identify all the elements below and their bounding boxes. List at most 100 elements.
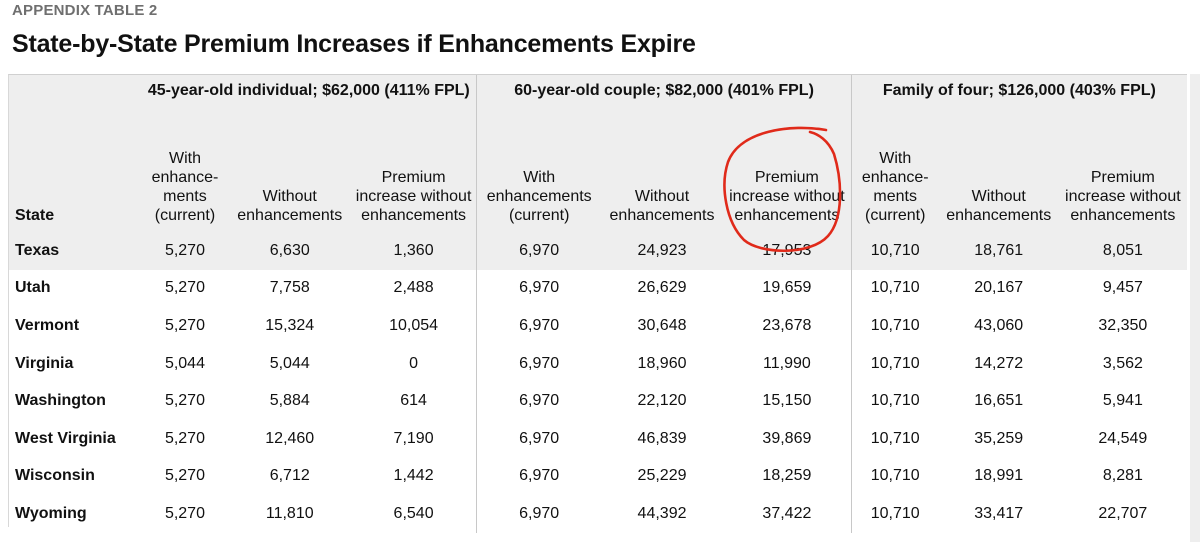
with-value-cell: 10,710: [850, 457, 939, 496]
group-header-couple: 60-year-old couple; $82,000 (401% FPL): [476, 75, 852, 137]
with-value-cell: 6,970: [476, 382, 601, 420]
state-cell: Wyoming: [9, 495, 142, 533]
table-body: Texas 5,270 6,630 1,360 6,970 24,923 17,953 10,…: [9, 232, 1187, 533]
without-value-cell: 26,629: [600, 269, 724, 308]
with-value-cell: 5,270: [141, 457, 229, 496]
with-value-cell: 5,270: [141, 495, 229, 533]
increase-value-cell: 19,659: [723, 269, 852, 308]
column-header-without: Without enhancements: [600, 137, 724, 232]
state-cell: Utah: [9, 269, 142, 308]
increase-value-cell: 7,190: [350, 419, 477, 458]
with-value-cell: 6,970: [476, 232, 601, 270]
column-header-with: With enhance-ments (current): [141, 137, 229, 232]
increase-value-cell: 6,540: [350, 495, 477, 533]
increase-value-cell: 22,707: [1058, 495, 1187, 533]
with-value-cell: 10,710: [850, 495, 939, 533]
state-cell: Washington: [9, 382, 142, 420]
increase-value-cell: 5,941: [1058, 382, 1187, 420]
without-value-cell: 16,651: [938, 382, 1059, 420]
with-value-cell: 10,710: [850, 382, 939, 420]
page-title: State-by-State Premium Increases if Enha…: [12, 30, 696, 58]
without-value-cell: 12,460: [228, 419, 351, 458]
without-value-cell: 7,758: [228, 269, 351, 308]
without-value-cell: 18,761: [938, 232, 1059, 270]
without-value-cell: 30,648: [600, 307, 724, 345]
with-value-cell: 6,970: [476, 344, 601, 383]
without-value-cell: 25,229: [600, 457, 724, 496]
with-value-cell: 6,970: [476, 457, 601, 496]
with-value-cell: 10,710: [850, 232, 939, 270]
increase-value-cell: 32,350: [1058, 307, 1187, 345]
increase-value-cell: 23,678: [723, 307, 852, 345]
without-value-cell: 22,120: [600, 382, 724, 420]
table-row: Utah 5,270 7,758 2,488 6,970 26,629 19,659 10,7…: [9, 269, 1187, 308]
column-header-with: With enhance-ments (current): [850, 137, 939, 232]
with-value-cell: 5,270: [141, 269, 229, 308]
without-value-cell: 5,044: [228, 344, 351, 383]
increase-value-cell: 9,457: [1058, 269, 1187, 308]
without-value-cell: 6,712: [228, 457, 351, 496]
state-cell: Vermont: [9, 307, 142, 345]
table-row: Wisconsin 5,270 6,712 1,442 6,970 25,229 18,25…: [9, 457, 1187, 496]
without-value-cell: 35,259: [938, 419, 1059, 458]
column-header-increase: Premium increase without enhancements: [350, 137, 477, 232]
increase-value-cell: 15,150: [723, 382, 852, 420]
state-cell: Wisconsin: [9, 457, 142, 496]
without-value-cell: 14,272: [938, 344, 1059, 383]
with-value-cell: 5,044: [141, 344, 229, 383]
without-value-cell: 15,324: [228, 307, 351, 345]
increase-value-cell: 0: [350, 344, 477, 383]
table-kicker: APPENDIX TABLE 2: [12, 2, 158, 19]
increase-value-cell: 2,488: [350, 269, 477, 308]
increase-value-cell: 1,360: [350, 232, 477, 270]
group-header-family: Family of four; $126,000 (403% FPL): [850, 75, 1187, 137]
with-value-cell: 10,710: [850, 307, 939, 345]
column-header-without: Without enhancements: [938, 137, 1059, 232]
increase-value-cell: 11,990: [723, 344, 852, 383]
with-value-cell: 6,970: [476, 419, 601, 458]
without-value-cell: 6,630: [228, 232, 351, 270]
hand-drawn-circle-annotation: [723, 126, 842, 253]
state-cell: West Virginia: [9, 419, 142, 458]
without-value-cell: 11,810: [228, 495, 351, 533]
with-value-cell: 5,270: [141, 382, 229, 420]
table-row: Vermont 5,270 15,324 10,054 6,970 30,648 23,67…: [9, 307, 1187, 345]
with-value-cell: 5,270: [141, 232, 229, 270]
group-header-row: 45-year-old individual; $62,000 (411% FP…: [9, 75, 1187, 137]
increase-value-cell: 37,422: [723, 495, 852, 533]
increase-value-cell: 39,869: [723, 419, 852, 458]
without-value-cell: 33,417: [938, 495, 1059, 533]
with-value-cell: 6,970: [476, 269, 601, 308]
column-header-increase: Premium increase without enhancements: [723, 137, 852, 232]
with-value-cell: 10,710: [850, 419, 939, 458]
increase-value-cell: 10,054: [350, 307, 477, 345]
increase-value-cell: 3,562: [1058, 344, 1187, 383]
table-row: Virginia 5,044 5,044 0 6,970 18,960 11,990 10,7…: [9, 344, 1187, 383]
increase-value-cell: 8,281: [1058, 457, 1187, 496]
increase-value-cell: 24,549: [1058, 419, 1187, 458]
column-header-row: State With enhance-ments (current) Witho…: [9, 137, 1187, 232]
with-value-cell: 10,710: [850, 269, 939, 308]
table-row: Wyoming 5,270 11,810 6,540 6,970 44,392 37,422…: [9, 495, 1187, 533]
table-row: Texas 5,270 6,630 1,360 6,970 24,923 17,953 10,…: [9, 232, 1187, 270]
increase-value-cell: 1,442: [350, 457, 477, 496]
right-edge-shade: [1190, 74, 1200, 542]
increase-value-cell: 8,051: [1058, 232, 1187, 270]
with-value-cell: 6,970: [476, 495, 601, 533]
column-header-increase: Premium increase without enhancements: [1058, 137, 1187, 232]
without-value-cell: 18,991: [938, 457, 1059, 496]
without-value-cell: 44,392: [600, 495, 724, 533]
with-value-cell: 10,710: [850, 344, 939, 383]
premium-table: 45-year-old individual; $62,000 (411% FP…: [9, 75, 1187, 533]
without-value-cell: 18,960: [600, 344, 724, 383]
table-row: West Virginia 5,270 12,460 7,190 6,970 46,839…: [9, 419, 1187, 458]
table-row: Washington 5,270 5,884 614 6,970 22,120 15,150…: [9, 382, 1187, 420]
column-header-without: Without enhancements: [228, 137, 351, 232]
with-value-cell: 5,270: [141, 307, 229, 345]
state-cell: Texas: [9, 232, 142, 270]
column-header-with: With enhancements (current): [476, 137, 601, 232]
without-value-cell: 5,884: [228, 382, 351, 420]
without-value-cell: 43,060: [938, 307, 1059, 345]
without-value-cell: 20,167: [938, 269, 1059, 308]
with-value-cell: 6,970: [476, 307, 601, 345]
